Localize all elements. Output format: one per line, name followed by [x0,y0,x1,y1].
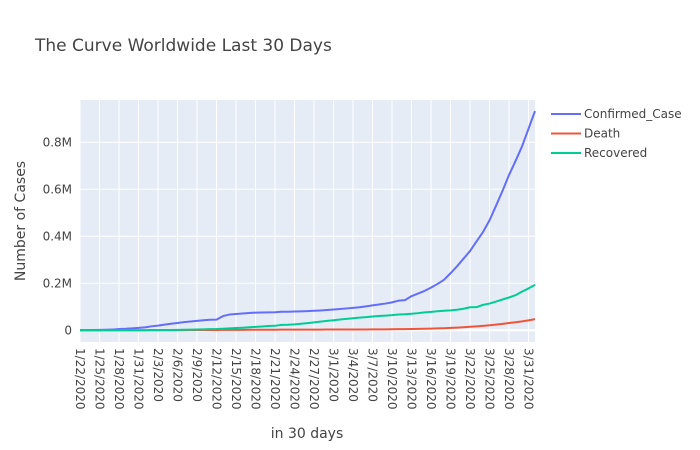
x-tick-label: 2/27/2020 [307,348,321,410]
x-tick-label: 2/3/2020 [151,348,165,402]
x-tick-label: 2/18/2020 [249,348,263,410]
x-tick-label: 3/10/2020 [385,348,399,410]
legend-label: Recovered [584,146,647,160]
y-tick-label: 0 [64,323,72,337]
y-tick-label: 0.8M [43,135,72,149]
x-tick-label: 3/19/2020 [444,348,458,410]
legend-label: Confirmed_Case [584,107,682,121]
x-tick-label: 1/25/2020 [93,348,107,410]
x-tick-label: 2/21/2020 [268,348,282,410]
series-line-recovered [80,283,536,332]
x-tick-label: 2/15/2020 [229,348,243,410]
x-tick-label: 2/24/2020 [288,348,302,410]
x-tick-label: 2/12/2020 [210,348,224,410]
grid-layer [79,100,535,342]
x-tick-label: 2/6/2020 [171,348,185,402]
x-tick-label: 3/25/2020 [483,348,497,410]
y-tick-label: 0.2M [43,276,72,290]
x-tick-label: 2/9/2020 [190,348,204,402]
plot-area [80,100,535,342]
legend-label: Death [584,127,620,141]
legend[interactable]: Confirmed_Case Death Recovered [551,107,682,160]
x-tick-label: 3/16/2020 [424,348,438,410]
x-tick-label: 3/4/2020 [346,348,360,402]
x-tick-label: 1/31/2020 [132,348,146,410]
y-tick-label: 0.4M [43,229,72,243]
legend-item-recovered[interactable]: Recovered [551,146,647,160]
x-tick-label: 1/22/2020 [73,348,87,410]
x-tick-label: 3/31/2020 [522,348,536,410]
chart-title: The Curve Worldwide Last 30 Days [34,36,332,56]
x-tick-label: 3/28/2020 [502,348,516,410]
series-line-confirmed-case [79,110,536,332]
x-axis-title: in 30 days [271,426,344,442]
legend-item-death[interactable]: Death [551,127,620,141]
series-layer [79,110,536,332]
x-axis-ticks: 1/22/2020 1/25/2020 1/28/2020 1/31/2020 2/3/… [73,348,536,410]
x-tick-label: 1/28/2020 [112,348,126,410]
legend-item-confirmed-case[interactable]: Confirmed_Case [551,107,682,121]
y-axis-ticks: 0 0.2M 0.4M 0.6M 0.8M [43,135,72,337]
y-axis-title: Number of Cases [13,161,29,281]
x-tick-label: 3/22/2020 [463,348,477,410]
x-tick-label: 3/1/2020 [327,348,341,402]
y-tick-label: 0.6M [43,182,72,196]
x-tick-label: 3/7/2020 [366,348,380,402]
x-tick-label: 3/13/2020 [405,348,419,410]
